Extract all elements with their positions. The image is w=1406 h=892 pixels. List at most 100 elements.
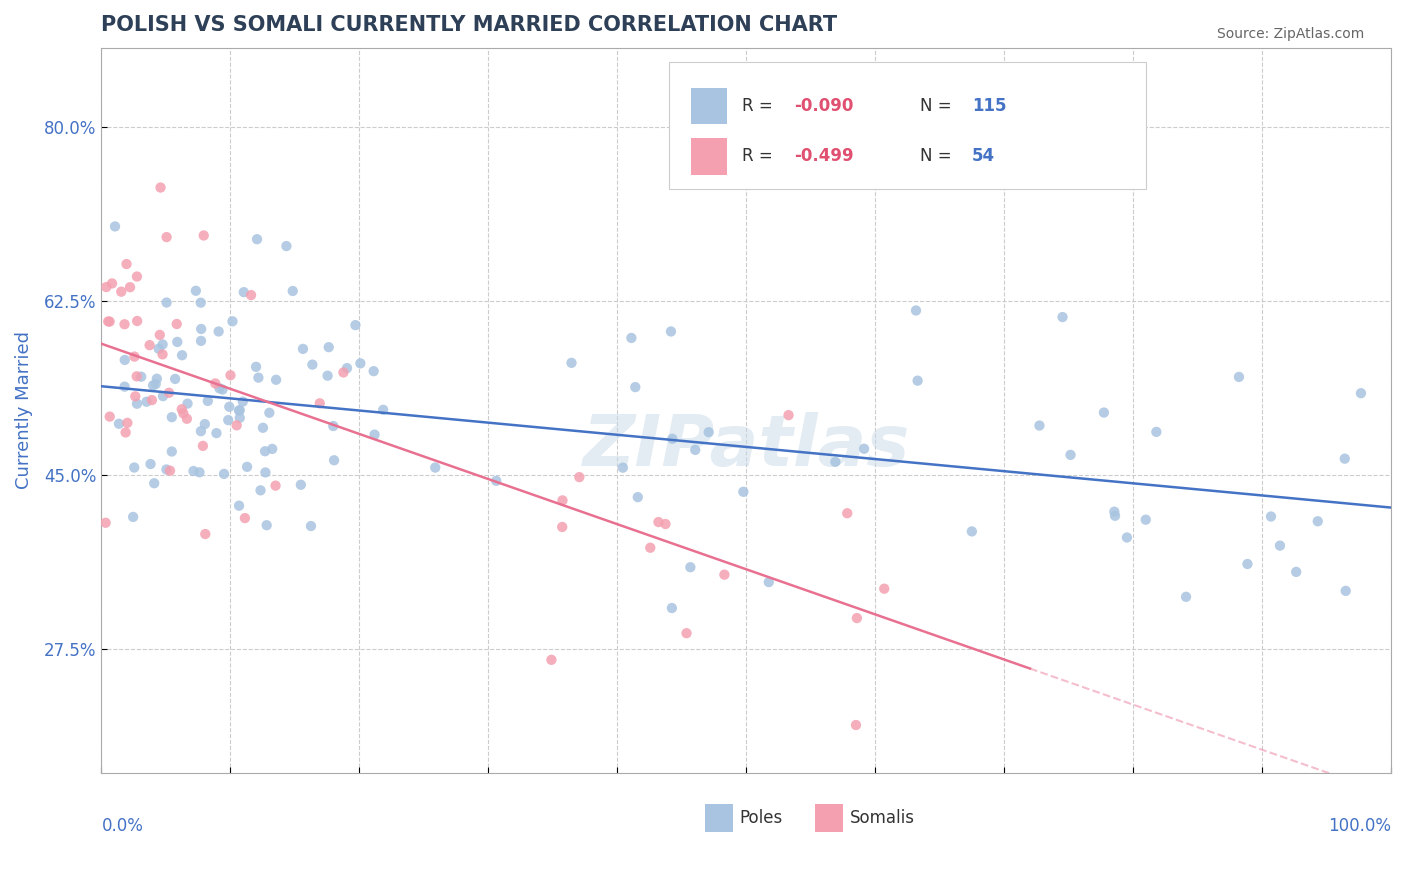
Point <box>249 483 271 498</box>
Point <box>373 402 395 417</box>
Point <box>281 284 304 298</box>
Point <box>124 350 146 364</box>
Point <box>253 444 276 458</box>
Point <box>141 393 163 408</box>
Point <box>551 493 574 508</box>
Point <box>336 361 359 376</box>
Point <box>183 464 205 478</box>
Point <box>125 369 148 384</box>
Point <box>316 368 339 383</box>
Point <box>1227 370 1250 384</box>
Point <box>219 368 242 383</box>
Point <box>683 442 706 457</box>
Point <box>540 653 562 667</box>
Point <box>98 315 121 329</box>
Point <box>98 409 121 424</box>
Point <box>873 582 896 596</box>
Point <box>124 389 146 403</box>
Bar <box>690 87 727 124</box>
Point <box>176 396 198 410</box>
Point <box>118 280 141 294</box>
Point <box>679 560 702 574</box>
Point <box>1175 590 1198 604</box>
Point <box>229 410 252 425</box>
Point <box>299 519 322 533</box>
Point <box>256 518 278 533</box>
Point <box>94 516 117 530</box>
Point <box>262 442 284 456</box>
Text: ZIPatlas: ZIPatlas <box>582 412 910 481</box>
Point <box>627 490 650 504</box>
Point <box>853 442 876 456</box>
Point <box>205 426 228 441</box>
Point <box>194 417 217 431</box>
Point <box>1333 451 1355 466</box>
Point <box>1144 425 1167 439</box>
Point <box>97 314 120 328</box>
Point <box>155 295 177 310</box>
Point <box>166 317 188 331</box>
Point <box>190 424 212 438</box>
Point <box>661 432 683 446</box>
Point <box>117 416 139 430</box>
Point <box>129 369 152 384</box>
Point <box>190 334 212 348</box>
Point <box>211 383 233 397</box>
Point <box>247 370 270 384</box>
Point <box>204 376 226 391</box>
Point <box>208 381 231 395</box>
Point <box>143 476 166 491</box>
Point <box>152 347 174 361</box>
Point <box>135 394 157 409</box>
Point <box>1116 531 1139 545</box>
Point <box>170 402 193 417</box>
Point <box>907 374 929 388</box>
Point <box>485 474 508 488</box>
Point <box>363 427 385 442</box>
Point <box>259 406 281 420</box>
Point <box>236 459 259 474</box>
Point <box>146 372 169 386</box>
Point <box>363 364 385 378</box>
Point <box>212 467 235 481</box>
Text: N =: N = <box>921 96 957 115</box>
Text: Poles: Poles <box>740 809 783 827</box>
Point <box>290 477 312 491</box>
Point <box>778 408 800 422</box>
Point <box>232 285 254 300</box>
Point <box>905 303 928 318</box>
Point <box>122 510 145 524</box>
Point <box>1052 310 1074 324</box>
Point <box>114 425 136 440</box>
Point <box>1306 514 1329 528</box>
Text: R =: R = <box>742 147 779 166</box>
Y-axis label: Currently Married: Currently Married <box>15 332 32 490</box>
Point <box>824 455 846 469</box>
Point <box>254 466 277 480</box>
Point <box>344 318 367 333</box>
Point <box>291 342 314 356</box>
Point <box>221 314 243 328</box>
Point <box>114 317 136 331</box>
Point <box>184 284 207 298</box>
Point <box>1350 386 1372 401</box>
Point <box>322 419 344 434</box>
Text: 100.0%: 100.0% <box>1329 817 1391 835</box>
Text: POLISH VS SOMALI CURRENTLY MARRIED CORRELATION CHART: POLISH VS SOMALI CURRENTLY MARRIED CORRE… <box>101 15 838 35</box>
Point <box>159 464 181 478</box>
Point <box>172 406 194 420</box>
Point <box>1285 565 1308 579</box>
Point <box>165 372 187 386</box>
Point <box>122 460 145 475</box>
Text: 54: 54 <box>972 147 995 166</box>
Point <box>127 314 149 328</box>
Point <box>194 527 217 541</box>
Point <box>208 325 231 339</box>
Point <box>1135 513 1157 527</box>
Text: Somalis: Somalis <box>849 809 914 827</box>
Point <box>551 520 574 534</box>
Point <box>240 288 263 302</box>
Point <box>157 385 180 400</box>
Point <box>1092 406 1115 420</box>
Point <box>228 499 250 513</box>
